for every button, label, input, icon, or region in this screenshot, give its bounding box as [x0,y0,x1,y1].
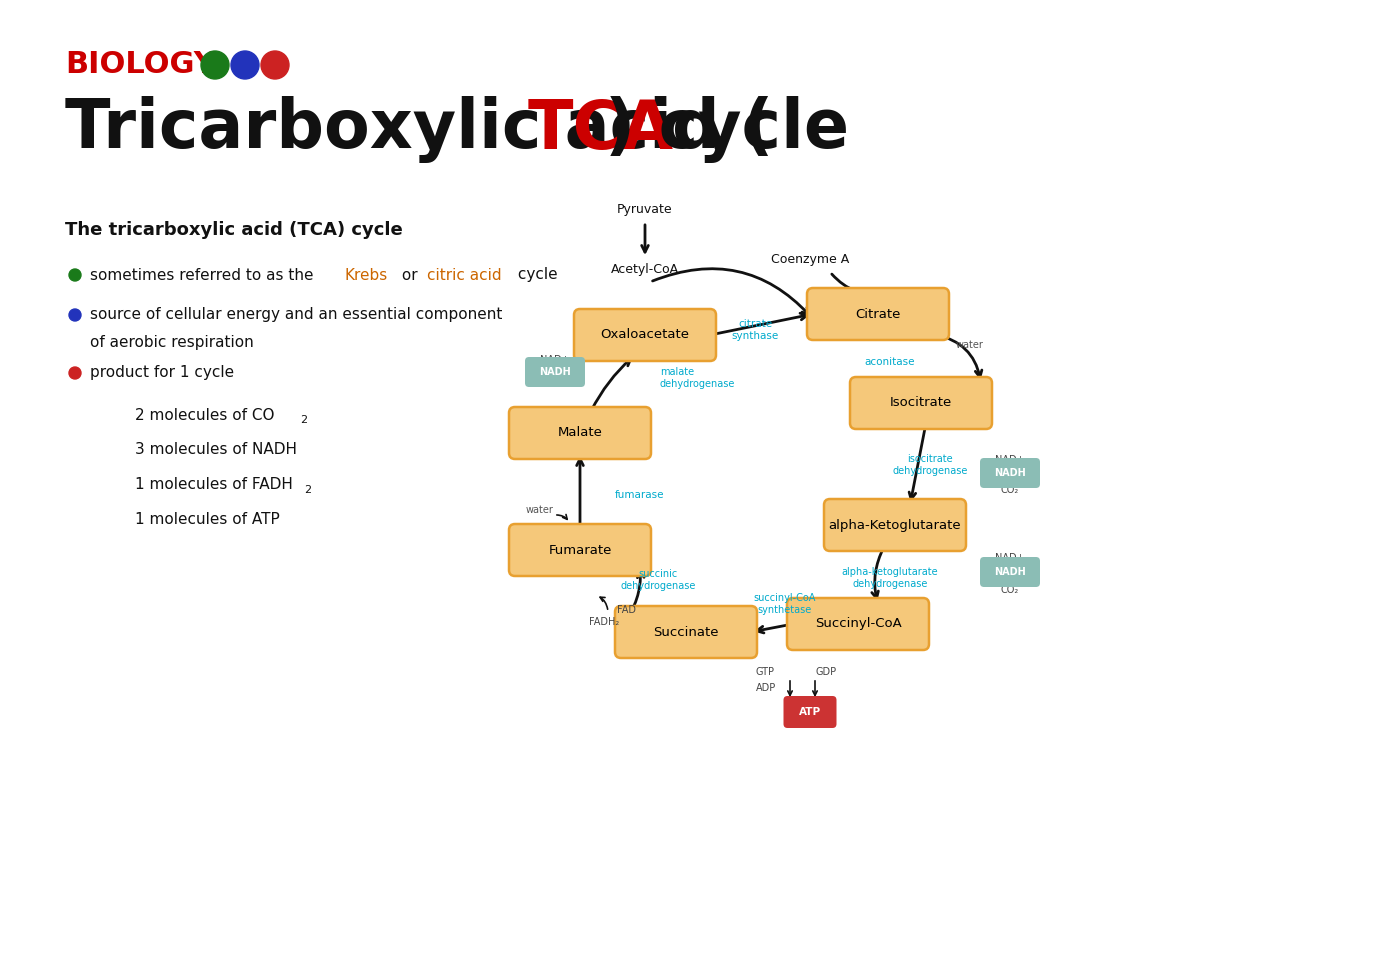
Text: water: water [525,505,553,515]
Text: TCA: TCA [528,97,674,163]
Text: 2: 2 [304,485,310,495]
Text: Krebs: Krebs [345,268,388,282]
FancyBboxPatch shape [807,288,949,340]
Text: Succinate: Succinate [653,625,719,639]
Text: 3 molecules of NADH: 3 molecules of NADH [134,443,297,458]
Text: Succinyl-CoA: Succinyl-CoA [815,617,901,630]
Text: Fumarate: Fumarate [549,544,611,557]
Text: 1 molecules of FADH: 1 molecules of FADH [134,477,292,493]
Text: succinyl-CoA
synthetase: succinyl-CoA synthetase [754,593,816,614]
Text: ATP: ATP [798,707,821,717]
Text: 1 molecules of ATP: 1 molecules of ATP [134,513,280,527]
Circle shape [69,269,80,281]
Text: of aerobic respiration: of aerobic respiration [90,335,254,351]
FancyBboxPatch shape [509,524,651,576]
Circle shape [69,367,80,379]
FancyBboxPatch shape [980,557,1040,587]
Text: Citrate: Citrate [855,308,901,320]
Text: or: or [396,268,423,282]
Text: FAD: FAD [617,605,636,615]
Text: 2: 2 [299,415,308,425]
FancyBboxPatch shape [509,407,651,459]
Text: aconitase: aconitase [865,357,915,367]
Circle shape [261,51,290,79]
Text: Oxaloacetate: Oxaloacetate [600,328,689,341]
Text: GDP: GDP [815,667,836,677]
FancyBboxPatch shape [783,696,837,728]
Text: NAD+: NAD+ [995,455,1024,465]
Text: CO₂: CO₂ [1001,585,1019,595]
Text: 2 molecules of CO: 2 molecules of CO [134,408,274,422]
FancyBboxPatch shape [787,598,929,650]
Text: alpha-Ketoglutarate: alpha-Ketoglutarate [829,518,962,531]
Text: source of cellular energy and an essential component: source of cellular energy and an essenti… [90,308,502,322]
Text: Tricarboxylic acid (: Tricarboxylic acid ( [65,96,773,164]
Text: malate
dehydrogenase: malate dehydrogenase [660,368,736,389]
Text: ADP: ADP [755,683,776,693]
Text: ) cycle: ) cycle [606,96,850,164]
Circle shape [201,51,229,79]
Text: Coenzyme A: Coenzyme A [771,254,850,267]
Text: NAD+: NAD+ [541,355,570,365]
Text: The tricarboxylic acid (TCA) cycle: The tricarboxylic acid (TCA) cycle [65,221,403,239]
Text: FADH₂: FADH₂ [589,617,620,627]
Text: fumarase: fumarase [615,490,664,500]
Text: cycle: cycle [513,268,557,282]
FancyBboxPatch shape [525,357,585,387]
Text: Acetyl-CoA: Acetyl-CoA [611,264,679,276]
Text: BIOLOGY: BIOLOGY [65,51,216,79]
Text: NADH: NADH [994,468,1026,478]
Text: NADH: NADH [539,367,571,377]
Text: CO₂: CO₂ [1001,485,1019,495]
FancyBboxPatch shape [574,309,717,361]
Text: Isocitrate: Isocitrate [890,397,952,410]
Text: isocitrate
dehydrogenase: isocitrate dehydrogenase [893,454,967,476]
Text: sometimes referred to as the: sometimes referred to as the [90,268,319,282]
Text: water: water [956,340,984,350]
Text: citric acid: citric acid [427,268,502,282]
Text: alpha-ketoglutarate
dehydrogenase: alpha-ketoglutarate dehydrogenase [841,567,938,589]
Circle shape [231,51,259,79]
Text: NADH: NADH [994,567,1026,577]
Circle shape [69,309,80,321]
FancyBboxPatch shape [980,458,1040,488]
Text: Malate: Malate [557,426,603,439]
FancyBboxPatch shape [825,499,966,551]
Text: product for 1 cycle: product for 1 cycle [90,366,234,380]
Text: NAD+: NAD+ [995,553,1024,563]
Text: citrate
synthase: citrate synthase [732,319,779,341]
FancyBboxPatch shape [615,606,757,658]
Text: GTP: GTP [755,667,775,677]
Text: Pyruvate: Pyruvate [617,204,672,217]
FancyBboxPatch shape [850,377,992,429]
Text: succinic
dehydrogenase: succinic dehydrogenase [621,569,696,591]
